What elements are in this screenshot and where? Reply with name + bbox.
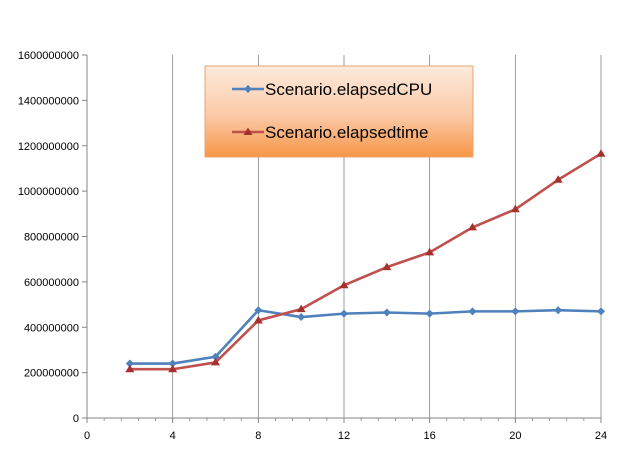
x-tick-label: 12 (338, 430, 350, 442)
legend-label-cpu: Scenario.elapsedCPU (265, 80, 432, 99)
legend-label-time: Scenario.elapsedtime (265, 123, 428, 142)
data-point-time (425, 247, 435, 256)
legend-box (204, 65, 474, 158)
data-point-time (211, 357, 220, 366)
series-lines (125, 149, 606, 373)
data-point-time (553, 175, 563, 183)
y-tick-label: 1600000000 (18, 50, 79, 62)
data-point-cpu (597, 307, 605, 316)
y-tick-label: 200000000 (24, 368, 79, 380)
x-tick-label: 16 (424, 430, 436, 442)
data-point-cpu (125, 359, 134, 368)
data-point-cpu (425, 309, 434, 318)
data-point-time (382, 262, 392, 271)
axes: 0 200000000 400000000 600000000 800000000 100… (18, 50, 607, 442)
y-tick-label: 800000000 (24, 232, 79, 244)
data-point-cpu (468, 307, 477, 316)
x-tick-label: 8 (255, 430, 261, 442)
y-tick-label: 1400000000 (18, 95, 79, 107)
y-tick-label: 400000000 (24, 322, 79, 334)
data-point-time (339, 280, 349, 289)
data-point-cpu (340, 309, 348, 318)
legend-marker-time (243, 127, 253, 135)
data-point-cpu (511, 307, 520, 316)
data-point-cpu (168, 359, 177, 368)
legend: Scenario.elapsedCPU Scenario.elapsedtime (204, 65, 474, 158)
data-point-cpu (297, 313, 306, 322)
series-line-time (129, 152, 602, 371)
y-tick-label: 1000000000 (18, 186, 79, 198)
x-tick-label: 4 (170, 430, 176, 442)
data-point-cpu (554, 306, 563, 315)
data-point-cpu (382, 308, 391, 317)
legend-marker-cpu (244, 85, 252, 93)
data-point-time (296, 304, 306, 313)
data-point-time (596, 149, 606, 157)
y-tick-label: 0 (73, 413, 79, 425)
data-point-time (125, 364, 135, 373)
data-point-time (168, 364, 178, 373)
x-tick-label: 20 (509, 430, 521, 442)
data-point-time (253, 315, 263, 324)
data-point-time (510, 204, 520, 213)
y-tick-label: 600000000 (24, 277, 79, 289)
data-point-cpu (254, 306, 263, 315)
series-line-cpu (129, 308, 602, 365)
data-point-time (468, 222, 477, 231)
x-tick-label: 0 (84, 430, 90, 442)
y-tick-label: 1200000000 (18, 141, 79, 153)
x-tick-label: 24 (595, 430, 607, 442)
